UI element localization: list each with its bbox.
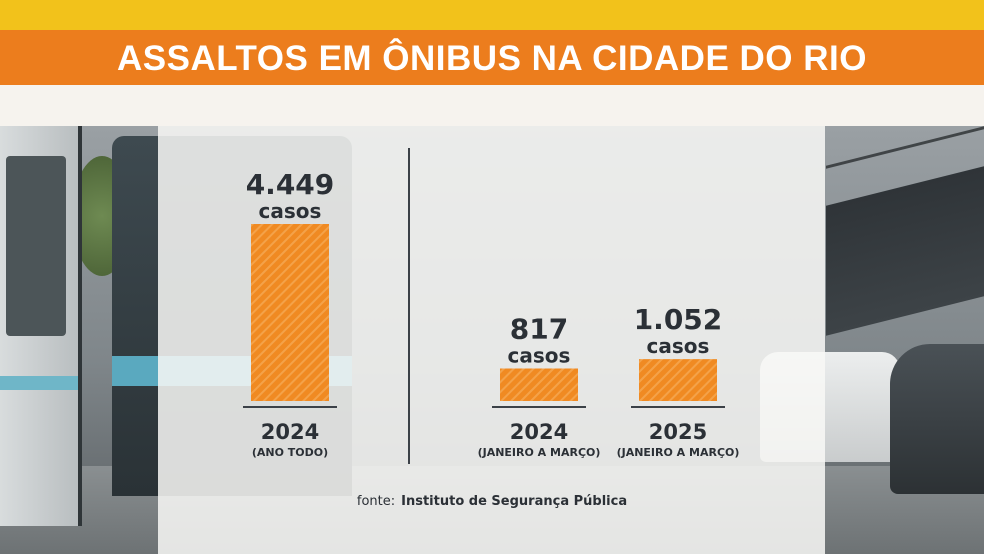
panel-divider — [408, 148, 410, 464]
source-value: Instituto de Segurança Pública — [401, 494, 628, 509]
bus-left — [0, 126, 82, 526]
header-light-band — [0, 85, 984, 126]
category-period-label-2: (JANEIRO A MARÇO) — [617, 446, 740, 459]
bar-1 — [500, 368, 578, 401]
source-label: fonte: — [356, 494, 396, 509]
source-note: fonte: Instituto de Segurança Pública — [0, 494, 984, 509]
bar-value-label-1: 817 — [510, 312, 568, 345]
category-year-label-0: 2024 — [261, 420, 319, 444]
bus-left-stripe — [0, 376, 78, 390]
dark-car — [890, 344, 984, 494]
category-period-label-1: (JANEIRO A MARÇO) — [478, 446, 601, 459]
category-year-label-2: 2025 — [649, 420, 707, 444]
bar-0 — [251, 224, 329, 401]
category-year-label-1: 2024 — [510, 420, 568, 444]
bar-unit-label-0: casos — [259, 199, 322, 223]
bar-2 — [639, 359, 717, 401]
bar-unit-label-1: casos — [508, 343, 571, 367]
category-period-label-0: (ANO TODO) — [252, 446, 328, 459]
chart-title: ASSALTOS EM ÔNIBUS NA CIDADE DO RIO — [117, 39, 867, 78]
bar-unit-label-2: casos — [647, 334, 710, 358]
bus-left-windshield — [6, 156, 66, 336]
bar-value-label-2: 1.052 — [634, 303, 723, 336]
header-orange-band — [0, 30, 984, 85]
bar-value-label-0: 4.449 — [246, 168, 335, 201]
header-yellow-band — [0, 0, 984, 30]
